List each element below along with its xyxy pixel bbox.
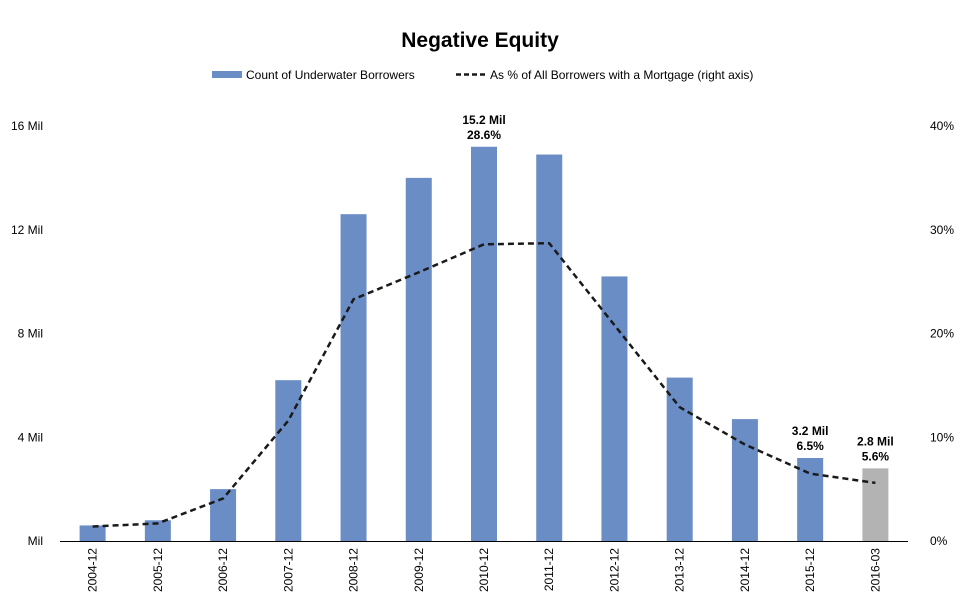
data-label: 28.6% [467,128,501,142]
data-label: 5.6% [862,449,890,463]
x-tick-label: 2012-12 [607,548,621,592]
data-label: 3.2 Mil [792,424,829,438]
left-axis-ticks: Mil 4 Mil 8 Mil 12 Mil 16 Mil [11,119,43,548]
bar [601,276,628,541]
x-tick-label: 2006-12 [216,548,230,592]
bar [862,468,889,541]
left-tick-label: 4 Mil [18,430,43,444]
right-axis-ticks: 0% 10% 20% 30% 40% [930,119,954,548]
x-tick-label: 2010-12 [477,548,491,592]
data-label: 6.5% [796,439,824,453]
data-label: 2.8 Mil [857,434,894,448]
bar [797,458,824,541]
x-tick-label: 2004-12 [86,548,100,592]
bars-group [79,146,889,541]
bar [666,377,693,541]
percent-line [92,241,876,528]
bar [79,525,106,541]
bar [405,177,432,541]
bar [731,419,758,541]
x-tick-label: 2005-12 [151,548,165,592]
right-tick-label: 30% [930,223,954,237]
bar [536,154,563,541]
bar [210,489,237,541]
legend-bar-label: Count of Underwater Borrowers [246,68,415,82]
legend: Count of Underwater Borrowers As % of Al… [212,68,753,82]
x-tick-label: 2007-12 [281,548,295,592]
x-tick-label: 2014-12 [738,548,752,592]
right-tick-label: 10% [930,430,954,444]
left-tick-label: 12 Mil [11,223,43,237]
legend-bar-swatch [212,71,242,78]
legend-line-label: As % of All Borrowers with a Mortgage (r… [490,68,753,82]
x-tick-label: 2015-12 [803,548,817,592]
right-tick-label: 0% [930,534,948,548]
bar [340,214,367,541]
x-tick-label: 2009-12 [412,548,426,592]
left-tick-label: 8 Mil [18,327,43,341]
x-tick-label: 2013-12 [673,548,687,592]
x-axis-labels: 2004-12 2005-12 2006-12 2007-12 2008-12 2009-… [86,548,883,592]
left-tick-label: 16 Mil [11,119,43,133]
bar [144,520,171,541]
line-series-group [92,241,876,528]
data-label: 15.2 Mil [462,113,505,127]
left-tick-label: Mil [28,534,43,548]
bar [471,146,497,541]
x-tick-label: 2008-12 [347,548,361,592]
chart-title: Negative Equity [401,29,559,52]
right-tick-label: 20% [930,327,954,341]
x-tick-label: 2011-12 [542,548,556,591]
right-tick-label: 40% [930,119,954,133]
x-tick-label: 2016-03 [868,548,882,592]
